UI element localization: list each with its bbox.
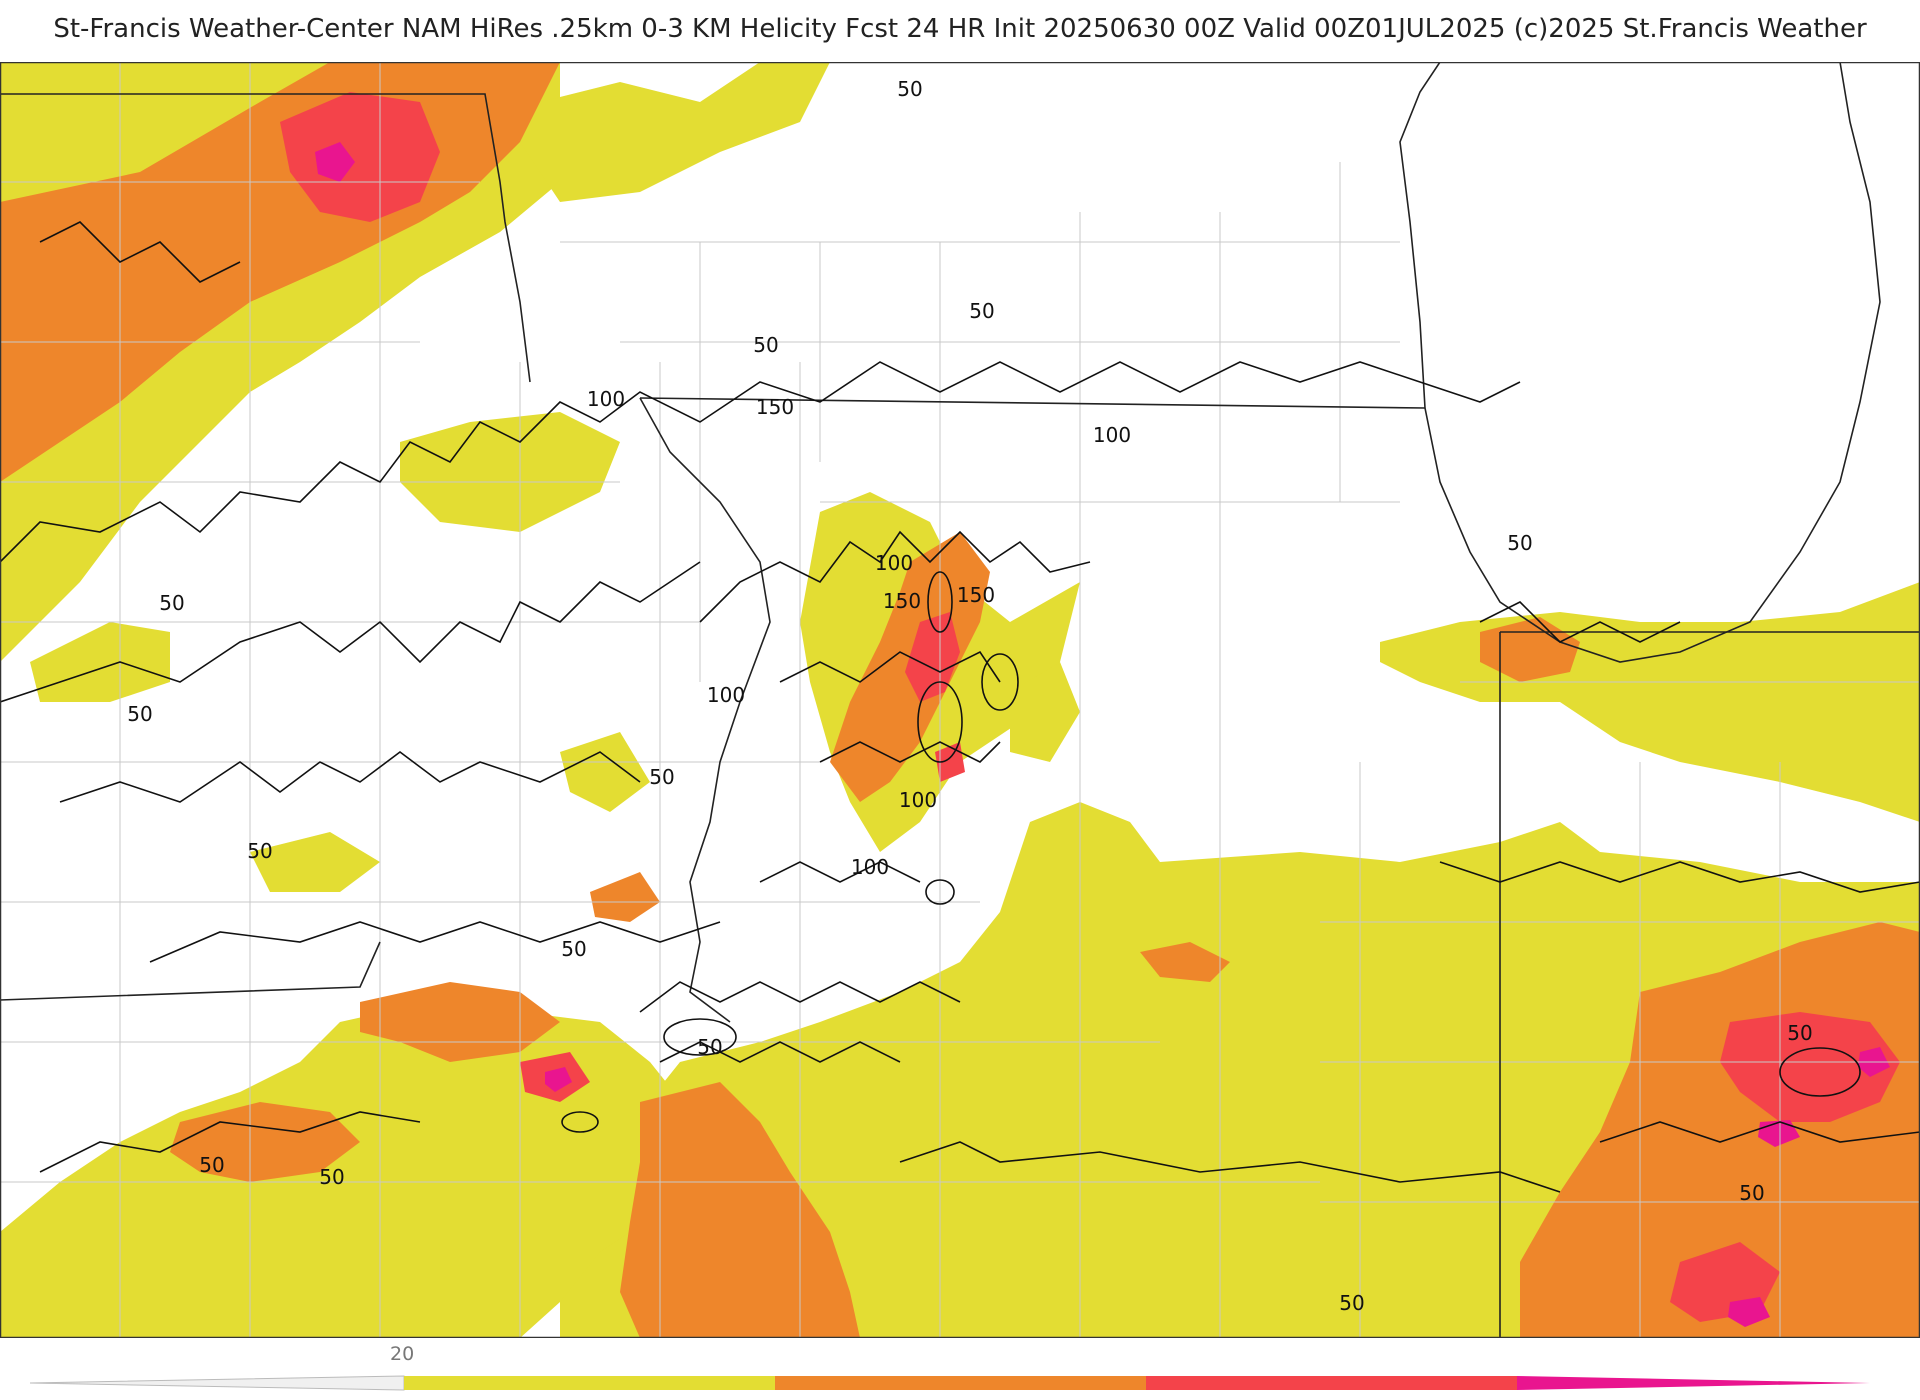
contour-label: 100 <box>875 551 913 575</box>
contour-label: 50 <box>247 839 272 863</box>
contour-labels: 50 50 50 100 150 100 50 100 150 150 50 1… <box>127 77 1812 1315</box>
map-title: St-Francis Weather-Center NAM HiRes .25k… <box>53 14 1867 44</box>
colorbar-segment-20 <box>404 1376 775 1390</box>
contour-label: 100 <box>899 788 937 812</box>
contour-label: 50 <box>969 299 994 323</box>
contour-label: 50 <box>753 333 778 357</box>
colorbar-segment-60 <box>1146 1376 1517 1390</box>
colorbar <box>29 1375 1870 1391</box>
contour-label: 50 <box>199 1153 224 1177</box>
contour-label: 100 <box>587 387 625 411</box>
contour-label: 50 <box>1739 1181 1764 1205</box>
helicity-map: 50 50 50 100 150 100 50 100 150 150 50 1… <box>0 62 1920 1338</box>
contour-label: 50 <box>697 1035 722 1059</box>
colorbar-lower-extension <box>29 1375 405 1391</box>
contour-label: 100 <box>1093 423 1131 447</box>
colorbar-tick-label: 20 <box>390 1343 415 1365</box>
contour-label: 150 <box>756 395 794 419</box>
contour-label: 150 <box>957 583 995 607</box>
contour-label: 50 <box>649 765 674 789</box>
contour-label: 150 <box>883 589 921 613</box>
contour-label: 100 <box>707 683 745 707</box>
helicity-contours <box>0 221 1920 1193</box>
colorbar-segment-40 <box>775 1376 1146 1390</box>
contour-label: 50 <box>897 77 922 101</box>
contour-label: 50 <box>561 937 586 961</box>
contour-label: 50 <box>159 591 184 615</box>
contour-label: 50 <box>1507 531 1532 555</box>
contour-label: 50 <box>1787 1021 1812 1045</box>
state-borders <box>0 62 1920 1338</box>
contour-label: 50 <box>319 1165 344 1189</box>
county-boundaries <box>0 62 1920 1338</box>
colorbar-segment-80 <box>1517 1376 1870 1390</box>
contour-label: 50 <box>1339 1291 1364 1315</box>
contour-label: 50 <box>127 702 152 726</box>
contour-label: 100 <box>851 855 889 879</box>
